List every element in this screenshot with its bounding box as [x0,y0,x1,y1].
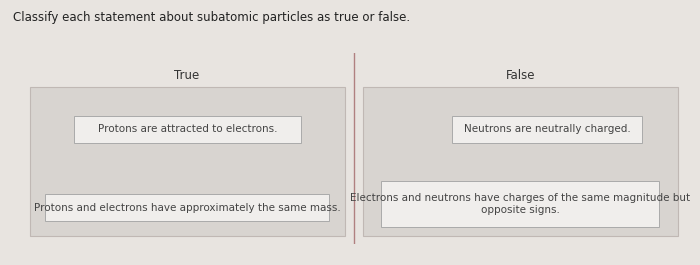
Text: True: True [174,69,200,82]
Text: Protons and electrons have approximately the same mass.: Protons and electrons have approximately… [34,202,341,213]
Text: False: False [506,69,536,82]
FancyBboxPatch shape [29,87,345,236]
FancyBboxPatch shape [452,116,642,143]
FancyBboxPatch shape [46,194,330,221]
FancyBboxPatch shape [382,181,659,227]
FancyBboxPatch shape [363,87,678,236]
Text: Neutrons are neutrally charged.: Neutrons are neutrally charged. [463,124,631,134]
FancyBboxPatch shape [74,116,301,143]
Text: Electrons and neutrons have charges of the same magnitude but
opposite signs.: Electrons and neutrons have charges of t… [350,193,690,215]
Text: Classify each statement about subatomic particles as true or false.: Classify each statement about subatomic … [13,11,410,24]
Text: Protons are attracted to electrons.: Protons are attracted to electrons. [97,124,277,134]
